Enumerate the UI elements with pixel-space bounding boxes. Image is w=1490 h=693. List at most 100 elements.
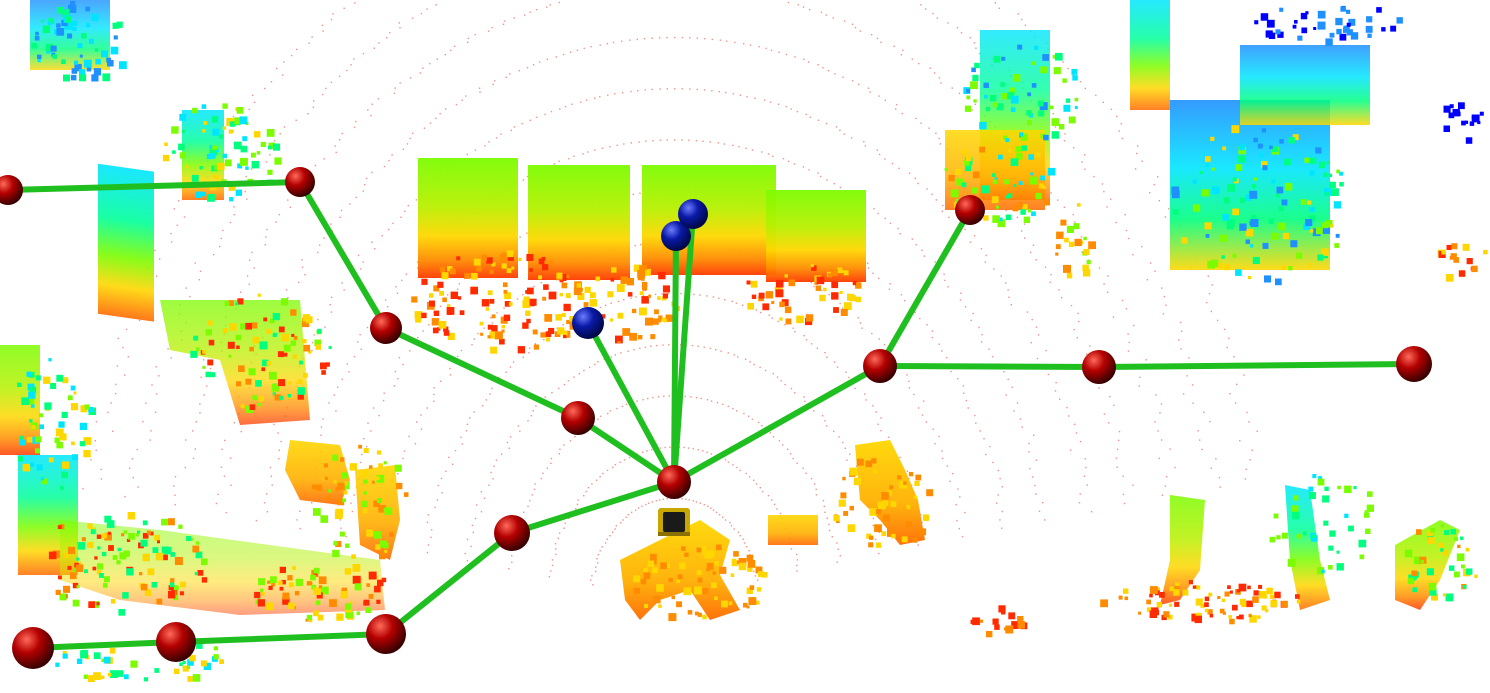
ground-scan-point xyxy=(1180,348,1182,350)
graph-node[interactable] xyxy=(494,515,530,551)
point-cloud-voxel xyxy=(1027,120,1032,125)
point-cloud-voxel xyxy=(414,311,423,319)
ground-scan-point xyxy=(717,142,720,144)
graph-node[interactable] xyxy=(285,167,315,197)
ground-scan-point xyxy=(185,287,187,289)
point-cloud-voxel xyxy=(245,405,254,413)
robot-icon[interactable] xyxy=(658,508,690,536)
ground-scan-point xyxy=(719,39,722,41)
graph-node[interactable] xyxy=(12,627,54,669)
point-cloud-voxel xyxy=(228,129,233,134)
point-cloud-voxel xyxy=(1175,582,1180,587)
graph-node[interactable] xyxy=(1396,346,1432,382)
point-cloud-voxel xyxy=(486,257,493,264)
point-cloud-voxel xyxy=(1005,625,1014,634)
ground-scan-point xyxy=(444,54,446,56)
ground-scan-point xyxy=(1245,468,1247,471)
ground-scan-point xyxy=(815,488,817,491)
point-cloud-voxel xyxy=(668,577,673,583)
point-cloud-voxel xyxy=(1020,209,1026,215)
graph-node[interactable] xyxy=(955,195,985,225)
frontier-node[interactable] xyxy=(572,307,604,339)
point-cloud-voxel xyxy=(142,553,150,562)
ground-scan-point xyxy=(790,108,792,110)
graph-node[interactable] xyxy=(863,349,897,383)
ground-scan-point xyxy=(789,453,792,455)
ground-scan-point xyxy=(362,190,364,192)
ground-scan-point xyxy=(209,367,212,370)
point-cloud-voxel xyxy=(653,595,661,604)
graph-node[interactable] xyxy=(366,614,406,654)
point-cloud-voxel xyxy=(94,556,98,560)
point-cloud-voxel xyxy=(491,325,498,332)
point-cloud-voxel xyxy=(1279,139,1284,144)
ground-scan-point xyxy=(958,92,961,95)
graph-node[interactable] xyxy=(0,175,23,205)
graph-node[interactable] xyxy=(156,622,196,662)
point-cloud-wall xyxy=(1240,45,1370,125)
ground-scan-point xyxy=(366,326,369,329)
point-cloud-voxel xyxy=(152,547,159,553)
point-cloud-voxel xyxy=(660,562,667,570)
point-cloud-voxel xyxy=(62,653,68,659)
ground-scan-point xyxy=(878,95,880,97)
point-cloud-voxel xyxy=(563,303,571,312)
point-cloud-voxel xyxy=(255,600,260,604)
point-cloud-voxel xyxy=(1275,193,1280,198)
ground-scan-point xyxy=(1007,289,1009,291)
point-cloud-voxel xyxy=(1450,253,1457,260)
ground-scan-point xyxy=(870,34,873,36)
graph-node-current[interactable] xyxy=(657,465,691,499)
point-cloud-voxel xyxy=(994,624,1000,630)
point-cloud-voxel xyxy=(557,327,565,335)
point-cloud-voxel xyxy=(652,560,657,565)
ground-scan-point xyxy=(824,420,826,422)
point-cloud-voxel xyxy=(1055,244,1061,249)
ground-scan-point xyxy=(217,493,219,496)
point-cloud-voxel xyxy=(1040,66,1048,74)
graph-node[interactable] xyxy=(1082,350,1116,384)
ground-scan-point xyxy=(280,440,282,443)
ground-scan-point xyxy=(1179,321,1182,324)
frontier-node[interactable] xyxy=(661,221,691,251)
ground-scan-point xyxy=(492,478,494,480)
ground-scan-point xyxy=(662,498,665,500)
point-cloud-voxel xyxy=(1413,576,1417,580)
point-cloud-voxel xyxy=(1249,615,1257,623)
ground-scan-point xyxy=(543,339,545,341)
point-cloud-voxel xyxy=(312,610,319,617)
point-cloud-voxel xyxy=(17,456,23,462)
point-cloud-voxel xyxy=(50,383,57,389)
point-cloud-voxel xyxy=(548,327,555,334)
ground-scan-point xyxy=(1024,237,1026,239)
ground-scan-point xyxy=(606,538,608,540)
point-cloud-voxel xyxy=(971,67,976,73)
point-cloud-voxel xyxy=(665,314,673,322)
point-cloud-voxel xyxy=(1053,67,1061,75)
ground-scan-point xyxy=(1168,208,1170,210)
frontier-node[interactable] xyxy=(678,199,708,229)
point-cloud-voxel xyxy=(1339,171,1344,176)
point-cloud-voxel xyxy=(1035,192,1042,200)
ground-scan-point xyxy=(723,143,725,145)
point-cloud-voxel xyxy=(710,582,717,589)
point-cloud-voxel xyxy=(579,287,583,292)
ground-scan-point xyxy=(712,296,715,298)
ground-scan-point xyxy=(689,37,691,39)
point-cloud-voxel xyxy=(110,599,116,604)
point-cloud-voxel xyxy=(677,574,683,580)
point-cloud-voxel xyxy=(641,277,645,281)
ground-scan-point xyxy=(748,550,750,552)
ground-scan-point xyxy=(776,376,779,378)
point-cloud-voxel xyxy=(1269,536,1276,543)
ground-scan-point xyxy=(1008,296,1010,298)
point-cloud-voxel xyxy=(779,301,785,308)
graph-node[interactable] xyxy=(561,401,595,435)
point-cloud-voxel xyxy=(1322,222,1329,229)
point-cloud-voxel xyxy=(278,326,285,333)
ground-scan-point xyxy=(940,82,942,84)
ground-scan-point xyxy=(831,536,833,538)
graph-node[interactable] xyxy=(370,312,402,344)
